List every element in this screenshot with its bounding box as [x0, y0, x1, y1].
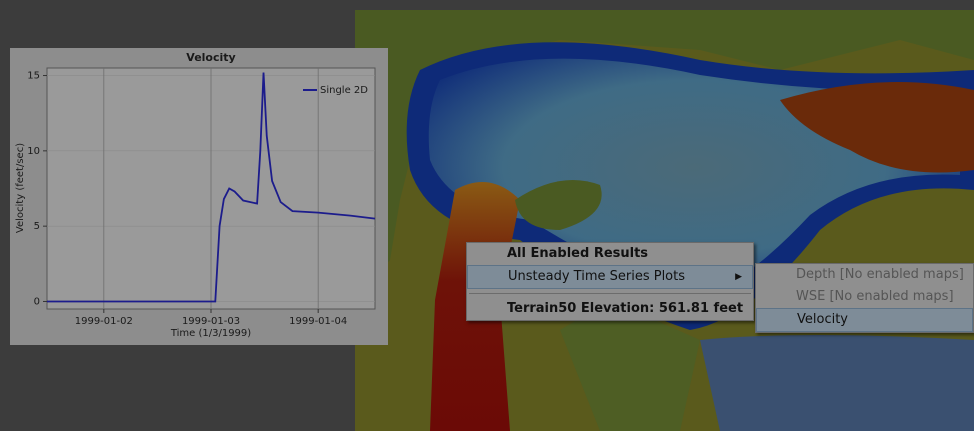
y-tick-label: 5	[34, 221, 40, 232]
menu-item[interactable]: Terrain50 Elevation: 561.81 feet	[467, 298, 753, 320]
legend-label: Single 2D	[320, 85, 368, 96]
terrain-east	[700, 335, 974, 431]
y-tick-label: 0	[34, 296, 40, 307]
y-tick-label: 10	[27, 146, 40, 157]
y-tick-label: 15	[27, 71, 40, 82]
menu-item[interactable]: Unsteady Time Series Plots ▶	[467, 265, 753, 289]
submenu-arrow: ▶	[735, 266, 742, 288]
menu-item[interactable]: Depth [No enabled maps]	[756, 264, 973, 286]
screen: Velocity Time (1/3/1999) Velocity (feet/…	[0, 0, 974, 431]
menu-item[interactable]: All Enabled Results	[467, 243, 753, 265]
scene: Velocity Time (1/3/1999) Velocity (feet/…	[0, 0, 974, 431]
x-axis-label: Time (1/3/1999)	[170, 328, 251, 339]
menu-item[interactable]: Velocity	[756, 308, 973, 332]
submenu: Depth [No enabled maps] WSE [No enabled …	[755, 263, 974, 333]
x-tick-label: 1999-01-04	[289, 316, 347, 327]
menu-item[interactable]: WSE [No enabled maps]	[756, 286, 973, 308]
menu-item-label: Unsteady Time Series Plots	[508, 269, 685, 284]
x-tick-label: 1999-01-03	[182, 316, 240, 327]
y-axis-label: Velocity (feet/sec)	[15, 143, 26, 233]
chart-title: Velocity	[186, 51, 235, 64]
x-tick-label: 1999-01-02	[75, 316, 133, 327]
context-menu: All Enabled Results Unsteady Time Series…	[466, 242, 754, 321]
separator	[469, 293, 751, 294]
